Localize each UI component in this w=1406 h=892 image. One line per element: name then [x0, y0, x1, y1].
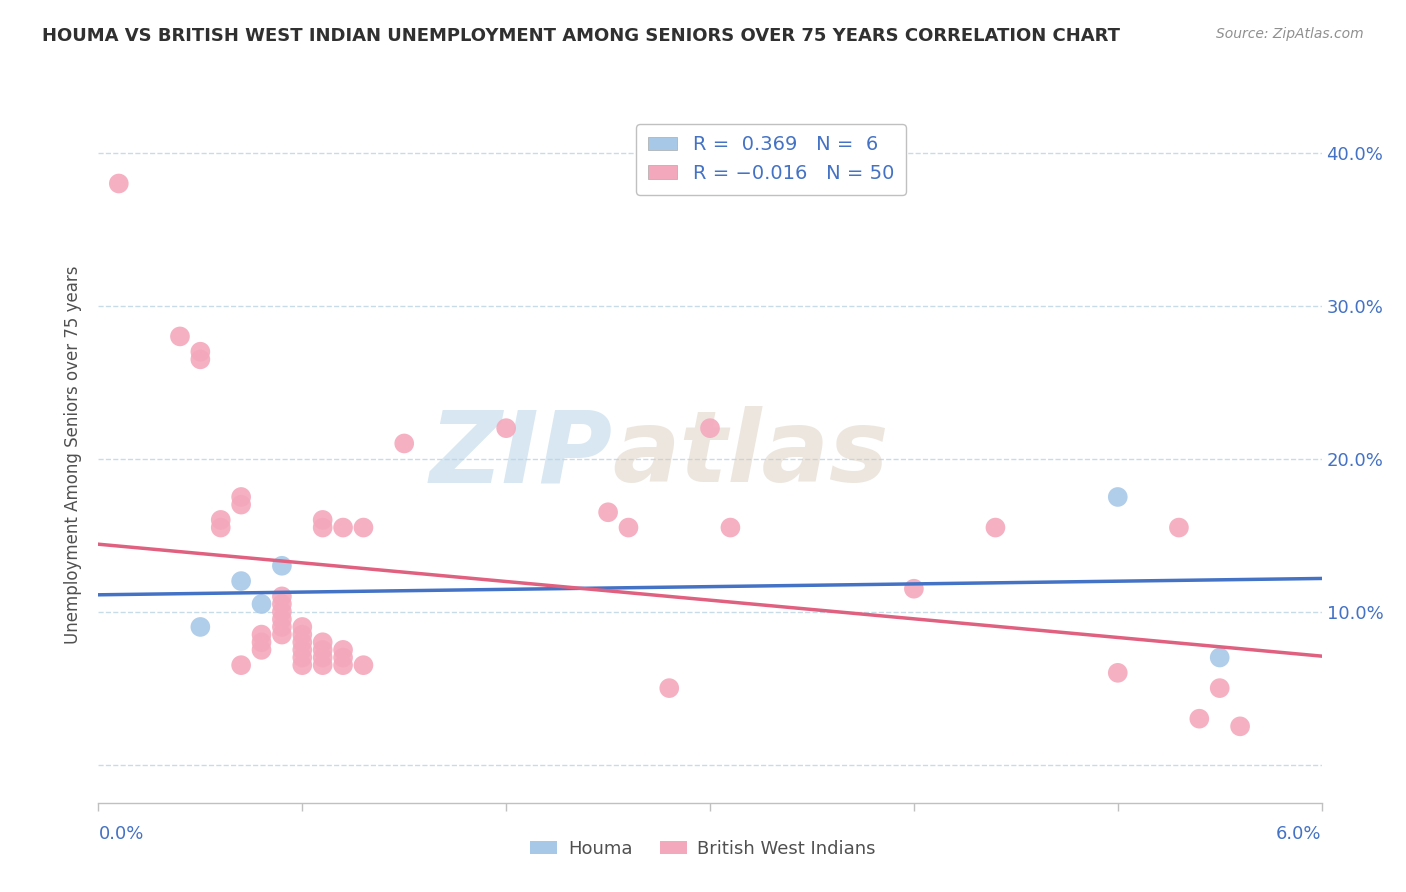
Point [188, 352, 212, 367]
Point [291, 643, 314, 657]
Point [231, 490, 253, 504]
Point [392, 436, 416, 450]
Point [495, 421, 517, 435]
Point [658, 681, 681, 695]
Point [1107, 490, 1129, 504]
Point [188, 344, 212, 359]
Point [718, 520, 742, 534]
Point [270, 612, 292, 626]
Point [1107, 665, 1129, 680]
Point [250, 597, 273, 611]
Point [270, 627, 292, 641]
Point [352, 520, 374, 534]
Point [270, 605, 292, 619]
Point [270, 590, 292, 604]
Point [311, 650, 335, 665]
Point [332, 650, 354, 665]
Point [311, 658, 335, 673]
Point [311, 513, 335, 527]
Point [291, 635, 314, 649]
Point [699, 421, 721, 435]
Point [291, 650, 314, 665]
Point [169, 329, 191, 343]
Y-axis label: Unemployment Among Seniors over 75 years: Unemployment Among Seniors over 75 years [65, 266, 83, 644]
Point [311, 635, 335, 649]
Text: HOUMA VS BRITISH WEST INDIAN UNEMPLOYMENT AMONG SENIORS OVER 75 YEARS CORRELATIO: HOUMA VS BRITISH WEST INDIAN UNEMPLOYMEN… [42, 27, 1121, 45]
Point [984, 520, 1007, 534]
Point [209, 520, 232, 534]
Point [617, 520, 640, 534]
Point [903, 582, 925, 596]
Point [598, 505, 620, 519]
Point [332, 520, 354, 534]
Point [311, 643, 335, 657]
Point [291, 627, 314, 641]
Point [1208, 650, 1232, 665]
Point [332, 643, 354, 657]
Point [250, 635, 273, 649]
Point [1188, 712, 1211, 726]
Point [352, 658, 374, 673]
Point [1229, 719, 1251, 733]
Text: ZIP: ZIP [429, 407, 612, 503]
Point [332, 658, 354, 673]
Legend: Houma, British West Indians: Houma, British West Indians [523, 833, 883, 865]
Point [270, 558, 292, 573]
Point [188, 620, 212, 634]
Point [250, 627, 273, 641]
Point [250, 643, 273, 657]
Legend: R =  0.369   N =  6, R = −0.016   N = 50: R = 0.369 N = 6, R = −0.016 N = 50 [637, 124, 905, 194]
Point [108, 177, 131, 191]
Point [270, 620, 292, 634]
Point [231, 658, 253, 673]
Text: atlas: atlas [612, 407, 889, 503]
Point [311, 520, 335, 534]
Point [1167, 520, 1189, 534]
Point [231, 574, 253, 588]
Point [209, 513, 232, 527]
Point [291, 620, 314, 634]
Text: Source: ZipAtlas.com: Source: ZipAtlas.com [1216, 27, 1364, 41]
Point [270, 597, 292, 611]
Text: 0.0%: 0.0% [98, 825, 143, 843]
Point [291, 658, 314, 673]
Point [231, 498, 253, 512]
Text: 6.0%: 6.0% [1277, 825, 1322, 843]
Point [1208, 681, 1232, 695]
